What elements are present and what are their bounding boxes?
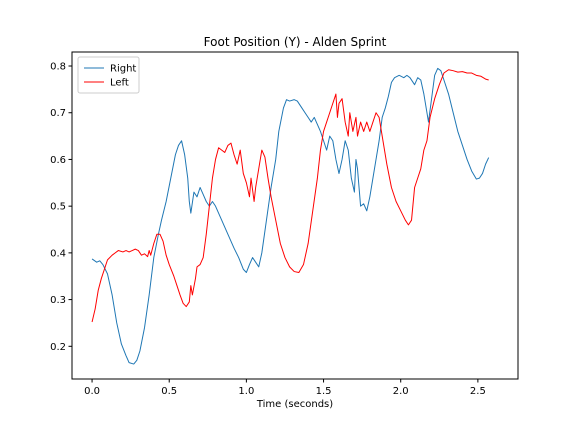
series-line-right <box>91 67 490 365</box>
legend-box <box>77 56 140 94</box>
axes-frame <box>71 51 519 380</box>
x-axis-ticks: 0.0 0.5 1.0 1.5 2.0 2.5 <box>84 379 486 397</box>
x-tick-label: 2.5 <box>470 386 486 397</box>
y-tick-label: 0.5 <box>50 202 66 213</box>
x-tick-label: 0.5 <box>161 386 177 397</box>
x-tick-label: 0.0 <box>84 386 100 397</box>
x-tick-label: 1.5 <box>316 386 332 397</box>
legend-label-right: Right <box>110 64 136 75</box>
y-tick-label: 0.2 <box>50 342 66 353</box>
series-line-left <box>91 69 489 323</box>
y-tick-label: 0.7 <box>50 108 66 119</box>
legend-label-left: Left <box>110 78 129 89</box>
y-axis-ticks: 0.2 0.3 0.4 0.5 0.6 0.7 0.8 <box>50 62 72 353</box>
series-layer <box>91 67 490 365</box>
x-tick-label: 2.0 <box>393 386 409 397</box>
y-tick-label: 0.8 <box>50 62 66 73</box>
x-axis-label: Time (seconds) <box>256 399 333 410</box>
legend: Right Left <box>77 56 140 94</box>
y-tick-label: 0.3 <box>50 295 66 306</box>
y-tick-label: 0.4 <box>50 248 66 259</box>
x-tick-label: 1.0 <box>238 386 254 397</box>
chart-title: Foot Position (Y) - Alden Sprint <box>204 35 387 49</box>
plot-area: 0.0 0.5 1.0 1.5 2.0 2.5 0.2 0.3 0.4 0.5 0.6 0.7 0.8 <box>50 51 519 397</box>
y-tick-label: 0.6 <box>50 155 66 166</box>
